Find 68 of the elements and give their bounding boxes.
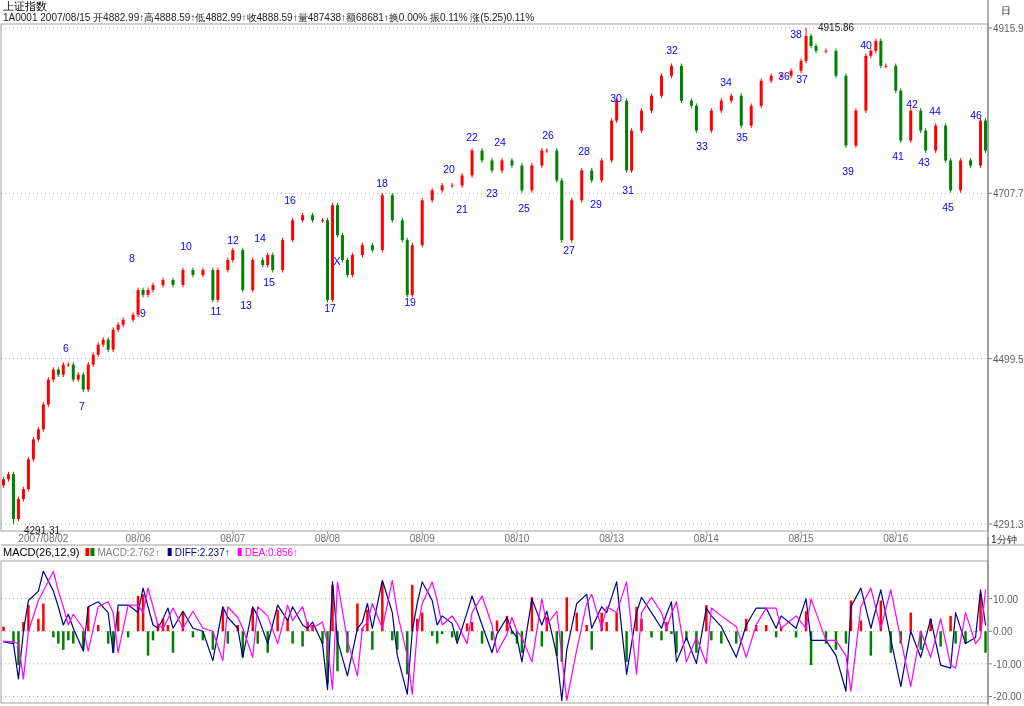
x-tick-label: 08/15 [788,533,815,544]
annotation: 18 [376,177,388,189]
y-tick-label: 4707.7 [993,188,1024,200]
x-tick-label: 08/08 [314,533,341,544]
annotation: 15 [263,276,275,288]
annotation: 20 [443,163,455,175]
annotation: 27 [563,244,575,256]
x-tick-label: 08/09 [409,533,436,544]
y-tick-label: 4915.9 [993,22,1024,34]
annotation: 12 [227,234,239,246]
annotation: 6 [63,342,70,354]
chart-title: 上证指数 [3,0,47,12]
annotation: 11 [210,305,222,317]
annotation: 40 [860,39,872,51]
annotation: 14 [254,232,266,244]
annotation: 26 [542,129,554,141]
annotation: 41 [892,150,904,162]
annotation: 42 [906,98,918,110]
x-tick-label: 08/06 [125,533,152,544]
annotation: 46 [970,109,982,121]
annotation: 17 [324,302,336,314]
x-tick-label: 08/16 [883,533,909,544]
annotation: 43 [918,156,930,168]
annotation: 34 [720,76,732,88]
y-tick-label: 0.00 [993,626,1013,638]
annotation: 44 [929,105,941,117]
x-tick-label: 08/14 [693,533,720,544]
chart-title: MACD(26,12,9) [3,546,80,558]
x-tick-label: 08/10 [504,533,530,544]
annotation: 30 [610,92,622,104]
annotation: 39 [842,165,854,177]
legend-label: DIFF:2.237↑ [174,547,230,558]
annotation: 33 [696,140,708,152]
annotation: 4915.86 [818,22,855,33]
annotation: 28 [578,145,590,157]
annotation: 36 [778,70,790,82]
annotation: 29 [590,198,602,210]
annotation: 32 [666,44,678,56]
y-tick-label: -10.00 [993,658,1022,670]
annotation: 35 [736,131,748,143]
annotation: 13 [240,299,252,311]
y-tick-label: 4499.5 [993,353,1024,365]
annotation: 38 [790,28,802,40]
x-tick-label: 08/07 [220,533,246,544]
annotation: 23 [486,187,498,199]
annotation: 45 [942,201,954,213]
annotation: 19 [404,296,416,308]
x-tick-label: 08/13 [599,533,625,544]
annotation: 24 [494,136,506,148]
annotation: X [333,255,341,267]
y-tick-label: 10.00 [993,593,1019,605]
legend-label: DEA:0.856↑ [244,547,299,558]
annotation: 22 [466,131,478,143]
annotation: 9 [140,307,147,319]
annotation: 16 [284,194,296,206]
text: 1分钟 [991,534,1017,545]
y-tick-label: 4291.3 [993,519,1024,531]
legend-label: MACD:2.762↑ [97,547,160,558]
annotation: 25 [518,202,530,214]
annotation: 10 [180,240,192,252]
y-tick-label: -20.00 [993,691,1022,703]
annotation: 7 [79,400,86,412]
annotation: 21 [456,203,468,215]
annotation: 8 [129,252,136,264]
annotation: 37 [796,73,808,85]
chart-subtitle: 1A0001 2007/08/15 开4882.99↑高4888.59↑低4882.99↑收4888.59↑量487438↑额68681↑换0.00% 振0.11% 涨(5.25)0.11% [3,12,535,23]
text: 日 [1001,5,1011,16]
annotation: 31 [622,184,634,196]
